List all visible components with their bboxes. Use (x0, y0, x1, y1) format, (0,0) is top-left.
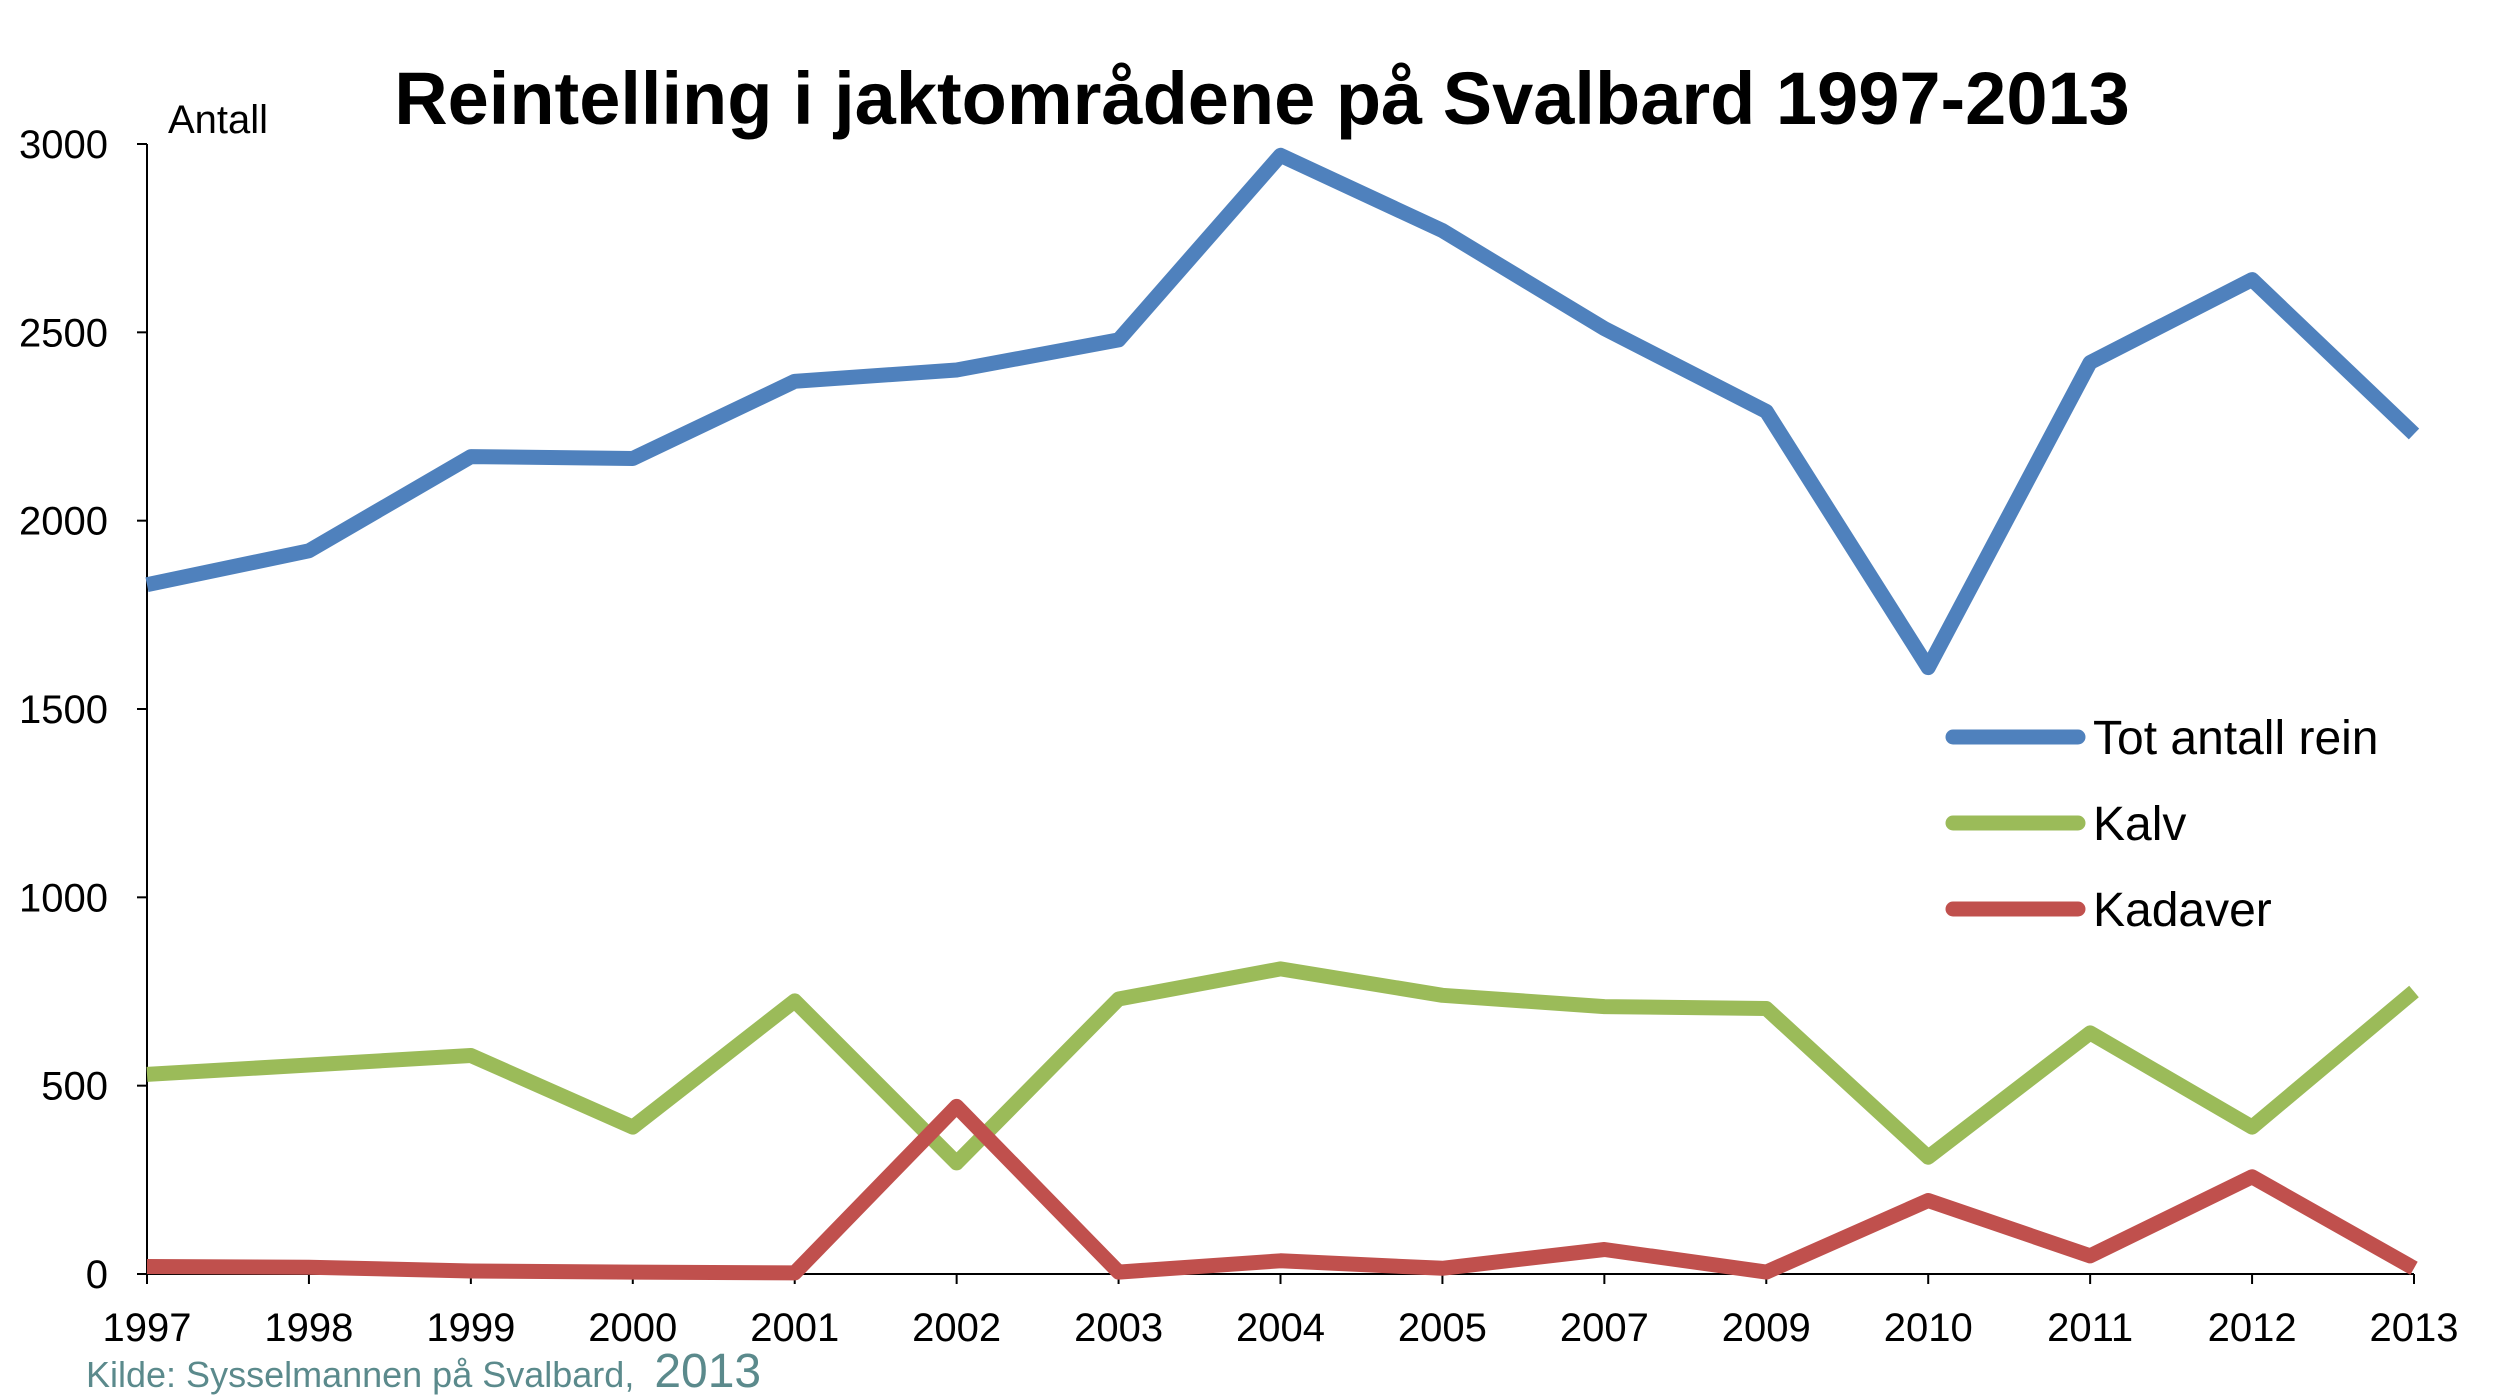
y-tick-label: 1500 (19, 688, 108, 732)
x-tick-label: 2012 (2208, 1306, 2297, 1350)
x-tick-label: 2013 (2370, 1306, 2459, 1350)
legend-label-kadaver: Kadaver (2093, 884, 2272, 937)
x-tick-label: 1997 (103, 1306, 192, 1350)
series-line-kalv (146, 961, 2419, 1171)
x-tick-label: 2010 (1884, 1306, 1973, 1350)
series-layer (145, 147, 2420, 1281)
x-tick-label: 2007 (1560, 1306, 1649, 1350)
axes: 0 500 1000 1500 2000 2500 3000 1997 1998 1999 2000… (19, 123, 2458, 1350)
legend-label-kalv: Kalv (2093, 798, 2186, 851)
x-tick-label: 2011 (2047, 1306, 2133, 1350)
source-text: Kilde: Sysselmannen på Svalbard, (86, 1354, 634, 1395)
y-tick-label: 0 (86, 1253, 108, 1297)
x-tick-label: 2003 (1074, 1306, 1163, 1350)
x-tick-label: 2000 (588, 1306, 677, 1350)
series-line-kadaver (146, 1098, 2418, 1281)
y-tick-label: 3000 (19, 123, 108, 167)
legend: Tot antall rein Kalv Kadaver (1945, 712, 2379, 937)
x-tick-label: 1999 (426, 1306, 515, 1350)
y-tick-label: 1000 (19, 876, 108, 920)
source-note: Kilde: Sysselmannen på Svalbard, 2013 (86, 1345, 761, 1398)
x-tick-label: 2001 (750, 1306, 839, 1350)
y-tick-label: 2000 (19, 500, 108, 544)
source-year: 2013 (654, 1345, 761, 1398)
x-tick-label: 1998 (264, 1306, 353, 1350)
y-tick-label: 2500 (19, 311, 108, 355)
x-tick-label: 2004 (1236, 1306, 1325, 1350)
y-tick-label: 500 (41, 1065, 108, 1109)
x-tick-label: 2009 (1722, 1306, 1811, 1350)
legend-label-tot-antall-rein: Tot antall rein (2093, 712, 2379, 765)
x-tick-label: 2005 (1398, 1306, 1487, 1350)
x-tick-label: 2002 (912, 1306, 1001, 1350)
chart-title: Reintelling i jaktområdene på Svalbard 1… (394, 57, 2130, 140)
y-axis-label: Antall (168, 98, 268, 142)
series-line-tot-antall-rein (145, 147, 2420, 676)
